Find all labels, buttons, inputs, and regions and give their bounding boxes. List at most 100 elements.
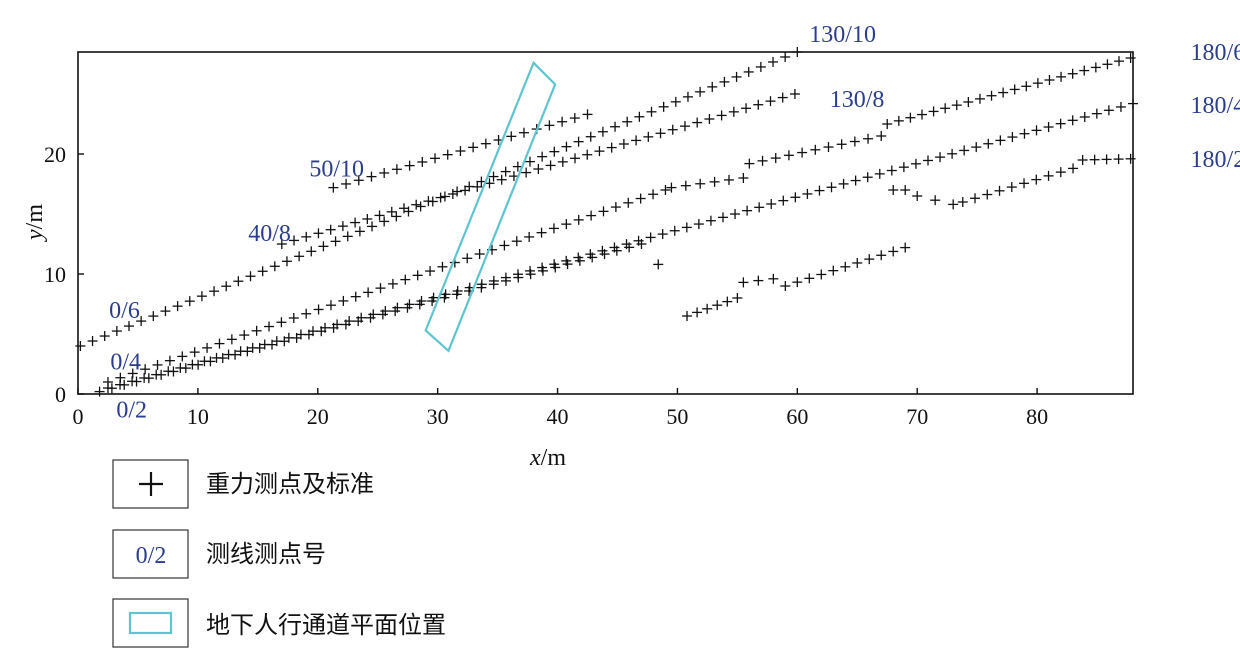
gravity-point bbox=[618, 139, 629, 149]
gravity-point bbox=[790, 192, 801, 203]
gravity-point bbox=[743, 66, 754, 77]
gravity-point bbox=[226, 334, 237, 345]
gravity-point bbox=[951, 100, 962, 111]
gravity-point bbox=[732, 293, 743, 303]
gravity-point bbox=[499, 240, 510, 251]
gravity-point bbox=[780, 281, 791, 291]
gravity-point bbox=[836, 139, 847, 150]
gravity-point bbox=[214, 338, 225, 349]
gravity-point bbox=[681, 222, 692, 233]
gravity-point bbox=[374, 210, 385, 221]
gravity-point bbox=[387, 278, 398, 289]
gravity-point bbox=[524, 156, 535, 167]
gravity-point bbox=[753, 99, 764, 110]
gravity-point bbox=[755, 61, 766, 72]
legend-box-tunnel bbox=[112, 598, 189, 648]
gravity-point bbox=[87, 336, 98, 347]
gravity-point bbox=[731, 71, 742, 82]
gravity-point bbox=[561, 255, 572, 266]
point-label: 180/6 bbox=[1191, 40, 1240, 66]
x-tick-label: 60 bbox=[786, 404, 808, 429]
gravity-point bbox=[802, 188, 813, 199]
gravity-point bbox=[320, 322, 331, 333]
gravity-point bbox=[404, 299, 415, 310]
gravity-point bbox=[172, 301, 183, 312]
gravity-point bbox=[325, 300, 336, 311]
gravity-point bbox=[94, 386, 105, 397]
gravity-point bbox=[682, 91, 693, 102]
point-label: 130/10 bbox=[809, 22, 876, 48]
gravity-point bbox=[935, 152, 946, 163]
gravity-point bbox=[635, 193, 646, 204]
gravity-point bbox=[294, 251, 305, 262]
gravity-point bbox=[959, 145, 970, 156]
gravity-point bbox=[692, 117, 703, 128]
gravity-point bbox=[777, 92, 788, 103]
gravity-point bbox=[536, 227, 547, 238]
gravity-point bbox=[338, 295, 349, 306]
gravity-point bbox=[102, 383, 113, 393]
gravity-point bbox=[488, 275, 499, 286]
gravity-point bbox=[947, 148, 958, 159]
gravity-point bbox=[415, 201, 426, 212]
gravity-point bbox=[354, 226, 365, 237]
gravity-point bbox=[864, 254, 875, 265]
gravity-point bbox=[655, 128, 666, 139]
gravity-point bbox=[398, 203, 409, 214]
gravity-point bbox=[948, 199, 959, 210]
gravity-point bbox=[350, 217, 361, 228]
tunnel-layer bbox=[424, 60, 557, 353]
gravity-point bbox=[307, 326, 318, 337]
gravity-point bbox=[1019, 128, 1030, 139]
gravity-point bbox=[957, 197, 968, 207]
gravity-point bbox=[658, 101, 669, 112]
gravity-point bbox=[585, 131, 596, 142]
gravity-point bbox=[1091, 108, 1102, 119]
gravity-point bbox=[380, 306, 391, 317]
gravity-point bbox=[680, 180, 691, 191]
gravity-point bbox=[597, 245, 608, 256]
gravity-point bbox=[452, 186, 463, 197]
gravity-point bbox=[1068, 163, 1079, 174]
gravity-point bbox=[1077, 155, 1088, 165]
gravity-point bbox=[709, 176, 720, 187]
gravity-point bbox=[164, 355, 175, 366]
gravity-point bbox=[1055, 167, 1066, 178]
gravity-point bbox=[1031, 125, 1042, 136]
gravity-point bbox=[189, 347, 200, 358]
gravity-point bbox=[353, 175, 364, 186]
gravity-point bbox=[115, 379, 126, 390]
gravity-point bbox=[816, 269, 827, 280]
gravity-point bbox=[912, 191, 923, 201]
gravity-point bbox=[1021, 81, 1032, 92]
gravity-point bbox=[306, 246, 317, 257]
gravity-point bbox=[707, 81, 718, 92]
gravity-point bbox=[1043, 122, 1054, 133]
gravity-point bbox=[152, 359, 163, 370]
gravity-point bbox=[199, 356, 210, 367]
gravity-point bbox=[416, 296, 427, 307]
gravity-point bbox=[994, 185, 1005, 196]
gravity-point bbox=[905, 112, 916, 123]
gravity-point bbox=[1056, 71, 1067, 82]
gravity-point bbox=[111, 326, 122, 337]
gravity-point bbox=[692, 307, 703, 318]
point-label: 50/10 bbox=[309, 156, 364, 182]
gravity-point bbox=[753, 275, 764, 286]
gravity-point bbox=[283, 332, 294, 343]
gravity-point bbox=[704, 114, 715, 124]
gravity-point bbox=[524, 231, 535, 242]
gravity-point bbox=[75, 341, 86, 351]
gravity-point bbox=[862, 172, 873, 183]
gravity-point bbox=[209, 286, 220, 297]
gravity-point bbox=[391, 164, 402, 175]
gravity-point bbox=[276, 239, 287, 249]
gravity-point bbox=[849, 136, 860, 147]
gravity-point bbox=[437, 261, 448, 272]
gravity-point bbox=[518, 127, 529, 138]
gravity-point bbox=[716, 110, 727, 121]
point-label: 0/6 bbox=[109, 298, 140, 324]
gravity-point bbox=[462, 253, 473, 264]
x-tick-label: 40 bbox=[547, 404, 569, 429]
